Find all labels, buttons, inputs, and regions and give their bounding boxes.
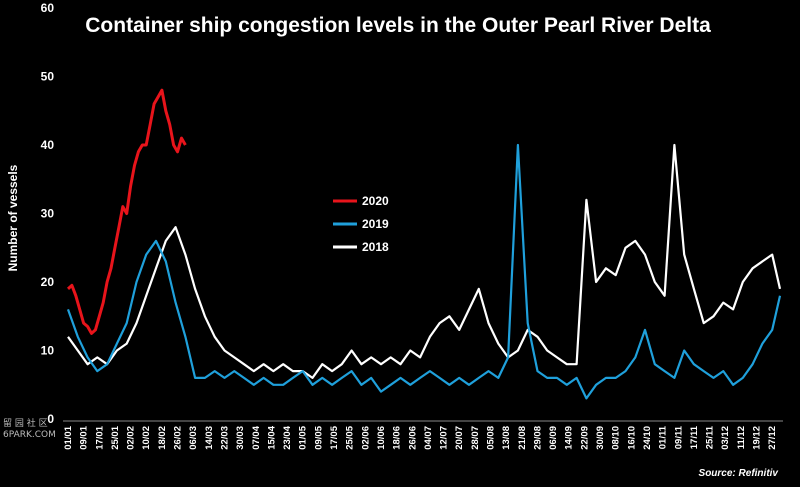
x-tick-label: 26/06 [407, 426, 418, 450]
watermark-line2: 6PARK.COM [3, 430, 56, 440]
x-tick-label: 18/06 [392, 426, 403, 450]
x-tick-label: 30/09 [595, 426, 606, 450]
legend-label-2019: 2019 [362, 217, 389, 231]
x-tick-label: 04/07 [423, 426, 434, 450]
x-tick-label: 14/03 [204, 426, 215, 450]
y-tick-label: 30 [41, 207, 55, 221]
x-tick-label: 10/02 [141, 426, 152, 450]
x-tick-label: 05/08 [486, 426, 497, 450]
x-tick-label: 12/07 [439, 426, 450, 450]
y-tick-label: 10 [41, 344, 55, 358]
x-tick-label: 27/12 [767, 426, 778, 450]
x-tick-label: 14/09 [564, 426, 575, 450]
x-tick-label: 09/05 [313, 425, 324, 449]
x-tick-label: 17/11 [689, 425, 700, 449]
x-tick-label: 22/03 [219, 426, 230, 450]
series-line-2018 [67, 143, 782, 379]
legend: 2020 2019 2018 [333, 194, 389, 254]
x-tick-label: 19/12 [752, 426, 763, 450]
x-tick-label: 06/03 [188, 426, 199, 450]
x-tick-label: 02/02 [126, 426, 137, 450]
y-tick-label: 20 [41, 275, 55, 289]
x-tick-label: 18/02 [157, 426, 168, 450]
x-tick-label: 20/07 [454, 426, 465, 450]
x-tick-label: 06/09 [548, 426, 559, 450]
x-tick-label: 30/03 [235, 426, 246, 450]
x-tick-label: 23/04 [282, 425, 293, 449]
watermark-line1: 留 园 社 区 [3, 417, 48, 429]
legend-label-2020: 2020 [362, 194, 389, 208]
y-tick-label: 60 [41, 1, 55, 15]
y-tick-label: 40 [41, 138, 55, 152]
x-tick-label: 25/11 [705, 425, 716, 449]
watermark: 留 园 社 区 6PARK.COM [3, 417, 56, 440]
chart-title: Container ship congestion levels in the … [85, 14, 711, 37]
x-tick-label: 07/04 [251, 425, 262, 449]
series-line-2020 [66, 88, 187, 335]
x-tick-label: 25/05 [345, 425, 356, 449]
x-tick-label: 22/09 [579, 426, 590, 450]
x-tick-label: 17/01 [94, 425, 105, 449]
x-tick-label: 01/11 [658, 425, 669, 449]
x-tick-label: 09/01 [79, 425, 90, 449]
x-tick-label: 29/08 [532, 426, 543, 450]
x-tick-label: 01/05 [298, 425, 309, 449]
x-tick-label: 15/04 [266, 425, 277, 449]
y-tick-label: 50 [41, 70, 55, 84]
series-layer [66, 88, 782, 400]
x-tick-label: 16/10 [626, 426, 637, 450]
x-tick-label: 21/08 [517, 426, 528, 450]
x-tick-label: 28/07 [470, 426, 481, 450]
x-tick-label: 08/10 [611, 426, 622, 450]
x-tick-label: 24/10 [642, 426, 653, 450]
x-axis: 01/01 09/01 17/01 25/01 02/02 10/02 18/02 26/02… [63, 425, 778, 449]
x-tick-label: 01/01 [63, 425, 74, 449]
x-tick-label: 26/02 [173, 426, 184, 450]
x-tick-label: 11/12 [736, 426, 747, 449]
source-note: Source: Refinitiv [699, 468, 780, 479]
legend-label-2018: 2018 [362, 240, 389, 254]
x-tick-label: 17/05 [329, 425, 340, 449]
x-tick-label: 13/08 [501, 426, 512, 450]
y-tick-label: 0 [47, 412, 54, 426]
x-tick-label: 02/06 [360, 426, 371, 450]
x-tick-label: 10/06 [376, 426, 387, 450]
y-axis-label: Number of vessels [6, 164, 20, 271]
series-line-2019 [66, 143, 782, 400]
x-tick-label: 03/12 [720, 426, 731, 450]
x-tick-label: 09/11 [673, 425, 684, 449]
x-tick-label: 25/01 [110, 425, 121, 449]
y-axis: 0 10 20 30 40 50 60 [41, 1, 55, 426]
